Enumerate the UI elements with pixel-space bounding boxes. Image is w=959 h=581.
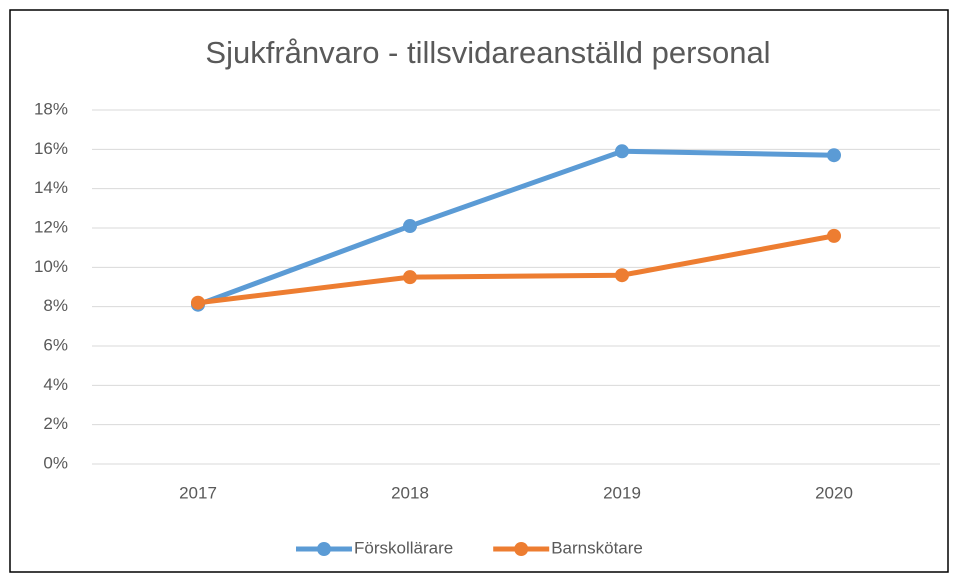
legend-marker <box>514 542 529 556</box>
x-tick-label: 2017 <box>179 483 217 502</box>
y-tick-label: 4% <box>43 375 68 394</box>
y-tick-label: 6% <box>43 335 68 354</box>
series-line <box>195 233 837 306</box>
point <box>403 219 417 234</box>
series-line <box>195 148 837 308</box>
y-tick-label: 12% <box>34 217 68 236</box>
y-tick-label: 10% <box>34 257 68 276</box>
legend-label: Förskollärare <box>354 538 453 557</box>
legend-marker <box>317 542 331 556</box>
point <box>615 144 629 159</box>
y-tick-label: 18% <box>34 99 68 118</box>
x-tick-label: 2019 <box>603 483 641 502</box>
point <box>615 268 629 283</box>
point <box>827 228 841 243</box>
y-tick-label: 0% <box>43 453 68 472</box>
y-tick-label: 16% <box>34 139 68 158</box>
y-tick-label: 14% <box>34 178 68 197</box>
point <box>191 295 205 310</box>
legend-label: Barnskötare <box>551 538 643 557</box>
chart-title: Sjukfrånvaro - tillsvidareanställd perso… <box>205 35 770 70</box>
chart-frame <box>9 9 949 573</box>
point <box>827 148 841 163</box>
y-tick-label: 2% <box>43 414 68 433</box>
x-tick-label: 2018 <box>391 483 429 502</box>
y-tick-label: 8% <box>43 296 68 315</box>
x-tick-label: 2020 <box>815 483 853 502</box>
point <box>403 270 417 285</box>
